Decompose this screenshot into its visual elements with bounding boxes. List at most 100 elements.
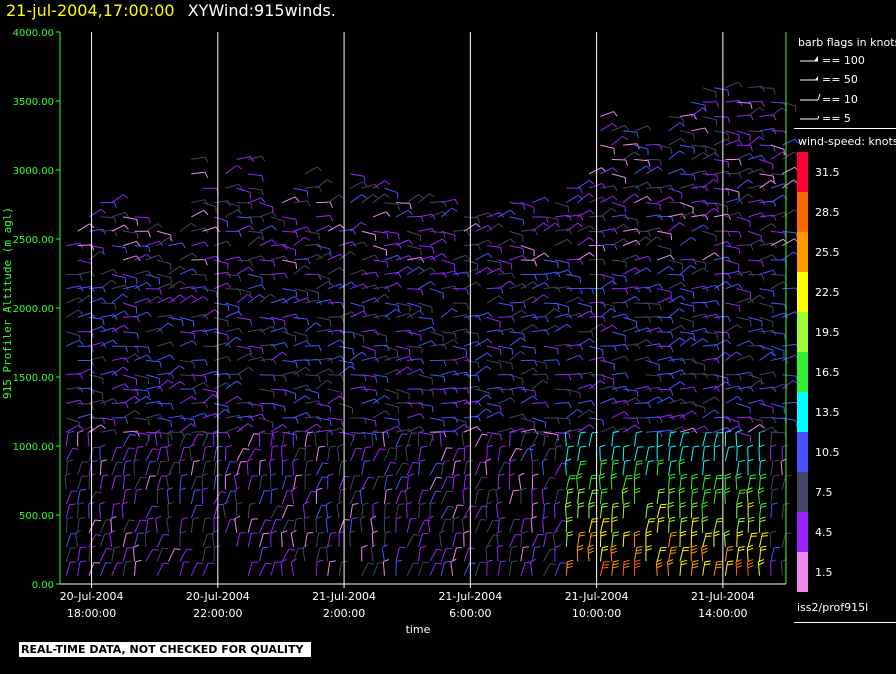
wind-barb-flag: [510, 430, 517, 434]
wind-barb: [316, 245, 331, 250]
wind-barb-flag: [136, 241, 141, 247]
colorbar-label: 25.5: [815, 246, 840, 259]
wind-barb: [520, 202, 535, 208]
wind-barb-flag: [602, 259, 606, 266]
wind-barb-flag: [169, 354, 175, 360]
wind-barb: [634, 339, 648, 347]
wind-barb-flag: [246, 458, 253, 462]
wind-barb-flag: [374, 420, 377, 427]
wind-barb-flag: [579, 258, 583, 265]
wind-barb: [109, 533, 113, 548]
wind-barb: [486, 268, 500, 275]
wind-barb: [770, 489, 773, 505]
wind-barb: [259, 343, 274, 347]
wind-barb: [645, 327, 660, 333]
wind-barb: [679, 258, 694, 261]
wind-barb-flag: [724, 490, 731, 494]
wind-barb-flag: [659, 187, 663, 194]
wind-barb-flag: [690, 547, 697, 551]
wind-barb: [747, 374, 762, 380]
wind-barb-flag: [724, 473, 731, 477]
wind-barb: [531, 534, 539, 548]
wind-barb: [645, 143, 660, 146]
wind-barb: [668, 489, 670, 504]
wind-barb-flag: [670, 373, 675, 380]
wind-barb-flag: [443, 232, 446, 239]
wind-barb-flag: [89, 473, 96, 477]
wind-barb-flag: [634, 559, 641, 563]
wind-barb: [349, 490, 357, 505]
wind-barb: [384, 368, 398, 376]
wind-barb: [678, 461, 681, 476]
wind-barb: [747, 518, 750, 533]
wind-barb: [759, 254, 773, 261]
wind-barb-flag: [670, 389, 674, 396]
wind-barb: [145, 359, 160, 363]
wind-barb: [621, 489, 624, 504]
wind-barb-flag: [747, 458, 754, 462]
wind-barb: [588, 356, 603, 361]
wind-barb-flag: [658, 516, 665, 520]
wind-barb-flag: [481, 505, 488, 508]
wind-barb: [554, 214, 569, 218]
wind-barb-flag: [191, 252, 197, 258]
wind-barb-flag: [499, 268, 504, 274]
wind-barb: [668, 150, 680, 160]
wind-barb: [270, 519, 277, 533]
wind-barb: [327, 267, 341, 275]
wind-barb: [384, 355, 399, 361]
wind-barb: [123, 345, 138, 348]
wind-barb: [291, 490, 295, 505]
wind-barb: [383, 475, 388, 490]
wind-barb-flag: [385, 531, 392, 534]
wind-barb: [463, 475, 466, 490]
wind-barb-flag: [760, 545, 767, 548]
wind-barb-flag: [386, 432, 390, 439]
wind-barb-flag: [577, 408, 583, 414]
wind-barb: [599, 489, 603, 505]
wind-barb: [418, 490, 423, 505]
wind-barb: [293, 395, 306, 404]
wind-barb-flag: [681, 517, 688, 520]
wind-barb-flag: [602, 245, 606, 252]
wind-barb: [316, 273, 330, 280]
wind-barb: [668, 282, 682, 290]
wind-barb: [668, 295, 681, 304]
wind-barb-flag: [413, 533, 420, 536]
wind-barb-flag: [521, 309, 527, 315]
wind-barb: [452, 461, 456, 476]
x-tick-date: 21-Jul-2004: [312, 590, 376, 603]
wind-barb: [543, 432, 546, 447]
wind-barb-flag: [170, 341, 175, 348]
wind-barb: [65, 562, 71, 576]
wind-barb: [407, 345, 422, 349]
wind-barb-flag: [352, 332, 356, 339]
wind-barb: [600, 426, 614, 433]
wind-barb: [565, 446, 569, 461]
wind-barb: [509, 534, 516, 548]
wind-barb-flag: [294, 196, 300, 202]
wind-barb: [475, 365, 487, 376]
wind-barb-flag: [648, 446, 655, 448]
wind-barb: [236, 401, 251, 404]
wind-barb-flag: [701, 544, 708, 548]
wind-barb-flag: [724, 476, 731, 480]
wind-barb: [702, 252, 715, 261]
wind-barb: [100, 370, 115, 376]
wind-barb: [668, 222, 680, 232]
wind-barb: [645, 416, 660, 419]
wind-barb-flag: [152, 548, 159, 551]
wind-barb-flag: [317, 254, 323, 260]
wind-barb-flag: [318, 244, 322, 251]
wind-barb: [429, 562, 437, 576]
wind-barb: [134, 388, 149, 392]
wind-barb-flag: [79, 516, 86, 520]
wind-barb-flag: [238, 231, 242, 238]
wind-barb: [145, 548, 154, 562]
wind-barb-flag: [128, 447, 135, 450]
wind-barb: [157, 417, 171, 422]
wind-barb: [611, 343, 626, 347]
wind-barb: [190, 461, 195, 476]
wind-barb-flag: [152, 448, 159, 451]
wind-barb-flag: [329, 445, 336, 448]
